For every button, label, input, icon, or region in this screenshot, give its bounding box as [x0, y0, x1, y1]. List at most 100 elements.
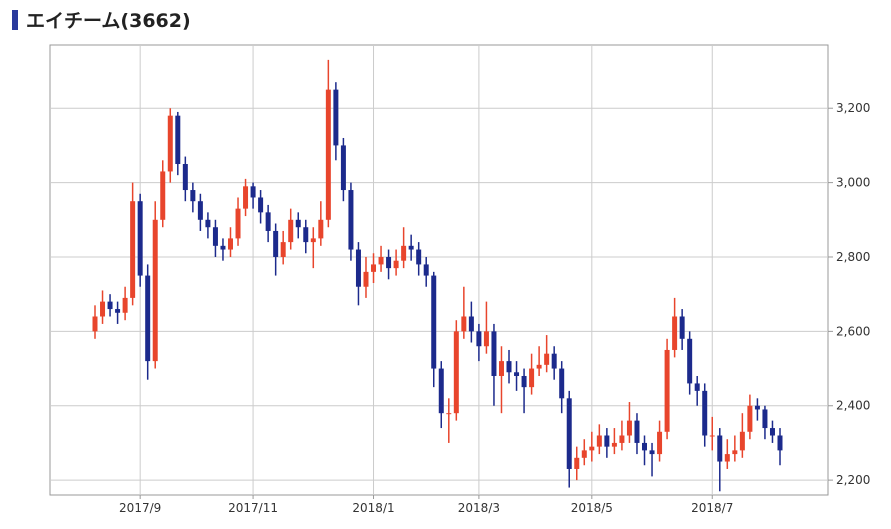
- candle-body: [190, 190, 196, 202]
- candle-body: [483, 331, 489, 347]
- candle-body: [551, 353, 557, 369]
- candle-body: [679, 316, 685, 339]
- candle-body: [446, 413, 452, 415]
- x-tick-label: 2018/7: [691, 501, 733, 515]
- chart-title: エイチーム(3662): [26, 10, 191, 32]
- candle-body: [536, 364, 542, 369]
- x-tick-label: 2017/9: [119, 501, 161, 515]
- candle-body: [709, 435, 715, 437]
- candle-body: [777, 435, 783, 451]
- candle-body: [348, 190, 354, 250]
- candle-body: [92, 316, 98, 332]
- candle-body: [498, 361, 504, 376]
- y-tick-label: 2,200: [836, 473, 870, 487]
- candle-body: [175, 115, 181, 165]
- candle-body: [160, 171, 166, 220]
- candle-body: [611, 442, 617, 447]
- candle-body: [318, 219, 324, 239]
- y-tick-label: 2,600: [836, 324, 870, 338]
- candle-body: [340, 145, 346, 191]
- candle-body: [100, 301, 106, 317]
- candle-body: [295, 219, 301, 228]
- candle-body: [626, 420, 632, 436]
- x-tick-label: 2018/1: [352, 501, 394, 515]
- candle-body: [408, 245, 414, 250]
- candle-body: [739, 431, 745, 451]
- candle-body: [468, 316, 474, 332]
- plot-frame: [49, 44, 829, 496]
- candle-body: [167, 115, 173, 172]
- candle-body: [672, 316, 678, 350]
- candle-body: [544, 353, 550, 365]
- candle-body: [423, 264, 429, 276]
- candle-body: [589, 446, 595, 451]
- candle-body: [769, 428, 775, 436]
- candle-body: [634, 420, 640, 443]
- candle-body: [431, 275, 437, 369]
- candle-body: [310, 238, 316, 243]
- candle-body: [461, 316, 467, 332]
- candle-body: [107, 301, 113, 310]
- y-tick-label: 2,400: [836, 399, 870, 413]
- candle-body: [581, 450, 587, 458]
- candle-body: [243, 186, 249, 209]
- candle-body: [657, 431, 663, 455]
- candle-body: [717, 435, 723, 462]
- candle-body: [453, 331, 459, 414]
- candle-body: [258, 197, 264, 213]
- candle-body: [642, 442, 648, 451]
- x-tick-label: 2018/5: [571, 501, 613, 515]
- candle-body: [393, 260, 399, 269]
- candle-body: [529, 368, 535, 388]
- candle-body: [694, 383, 700, 391]
- candle-body: [250, 186, 256, 198]
- candle-body: [325, 89, 331, 220]
- candle-body: [574, 457, 580, 469]
- candle-body: [619, 435, 625, 443]
- candle-body: [265, 212, 271, 231]
- candle-body: [355, 249, 361, 287]
- candle-body: [130, 201, 136, 298]
- candle-body: [288, 219, 294, 243]
- candle-body: [235, 208, 241, 239]
- candle-body: [363, 271, 369, 287]
- candle-body: [747, 405, 753, 432]
- candle-body: [371, 264, 377, 272]
- candle-body: [732, 450, 738, 455]
- candle-body: [702, 390, 708, 436]
- y-tick-label: 3,000: [836, 176, 870, 190]
- candle-body: [333, 89, 339, 146]
- candle-body: [205, 219, 211, 228]
- candle-body: [521, 375, 527, 388]
- x-tick-label: 2018/3: [458, 501, 500, 515]
- candle-body: [227, 238, 233, 250]
- candle-body: [724, 454, 730, 462]
- candle-body: [145, 275, 151, 362]
- candle-body: [566, 398, 572, 469]
- candle-body: [182, 164, 188, 191]
- candle-body: [476, 331, 482, 347]
- candle-body: [137, 201, 143, 276]
- candle-body: [378, 256, 384, 265]
- candle-body: [596, 435, 602, 447]
- y-tick-label: 2,800: [836, 250, 870, 264]
- candle-body: [491, 331, 497, 376]
- candle-body: [506, 361, 512, 373]
- candle-body: [115, 309, 121, 313]
- candle-body: [386, 256, 392, 269]
- candle-body: [401, 245, 407, 261]
- candle-body: [762, 409, 768, 429]
- candle-body: [754, 405, 760, 410]
- candle-body: [559, 368, 565, 399]
- candle-body: [122, 297, 128, 313]
- candle-body: [604, 435, 610, 447]
- candle-body: [273, 230, 279, 257]
- title-icon: [12, 10, 18, 30]
- candle-body: [438, 368, 444, 414]
- candle-body: [220, 245, 226, 250]
- y-tick-label: 3,200: [836, 101, 870, 115]
- candle-body: [514, 372, 520, 376]
- candle-body: [303, 227, 309, 243]
- x-tick-label: 2017/11: [228, 501, 278, 515]
- candle-body: [197, 201, 203, 220]
